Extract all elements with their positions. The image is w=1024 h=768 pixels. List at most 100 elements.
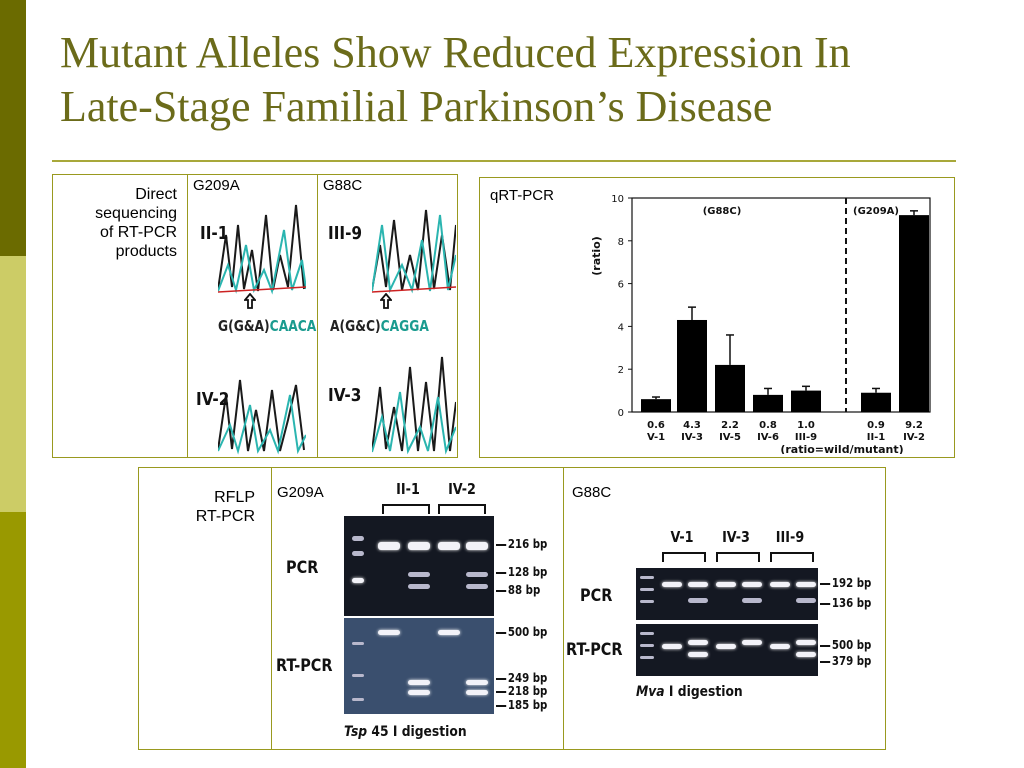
bp-marker: 192 bp <box>820 576 871 590</box>
chromatogram-top <box>218 195 306 295</box>
gel-band <box>352 674 364 677</box>
sequence-prefix: G(G&A) <box>218 317 270 335</box>
group-label-g88c: (G88C) <box>703 206 742 217</box>
gel-band <box>688 652 708 657</box>
sequencing-col-header: G209A <box>193 177 240 194</box>
bp-marker: 249 bp <box>496 671 547 685</box>
lane-header: IV-2 <box>448 480 476 498</box>
gel-band <box>352 642 364 645</box>
gel-band <box>796 582 816 587</box>
value-label: 4.3 <box>683 420 701 431</box>
gel-pcr <box>344 516 494 616</box>
gel-band <box>688 640 708 645</box>
y-tick-label: 2 <box>618 365 624 376</box>
lane-brace <box>716 552 760 562</box>
value-label: 9.2 <box>905 420 923 431</box>
gel-band <box>352 536 364 541</box>
enzyme-name: Tsp <box>344 724 368 740</box>
trace-label-top: II-1 <box>200 223 229 244</box>
category-label: V-1 <box>647 432 665 443</box>
gel-band <box>796 652 816 657</box>
category-label: IV-5 <box>719 432 741 443</box>
sequence-text: G(G&A)CAACA <box>218 317 316 335</box>
gel-row-label-pcr: PCR <box>286 558 319 578</box>
gel-band <box>438 630 460 635</box>
slide-title-line-2: Late-Stage Familial Parkinson’s Disease <box>60 82 773 131</box>
gel-band <box>742 598 762 603</box>
lane-header: III-9 <box>775 528 805 546</box>
gel-band <box>716 644 736 649</box>
sequencing-label-line: of RT-PCR <box>99 224 177 241</box>
gel-band <box>662 644 682 649</box>
gel-band <box>640 656 654 659</box>
digestion-caption: Tsp 45 I digestion <box>344 724 467 740</box>
lane-brace <box>770 552 814 562</box>
bar <box>715 364 745 412</box>
gel-row-label-rt-pcr: RT-PCR <box>566 640 623 660</box>
bp-marker: 379 bp <box>820 654 871 668</box>
group-label-g209a: (G209A) <box>853 206 899 217</box>
sequencing-label: Direct sequencing of RT-PCR products <box>47 185 177 261</box>
gel-band <box>640 588 654 591</box>
chromatogram-top <box>372 195 456 295</box>
gel-band <box>688 582 708 587</box>
up-arrow-icon <box>380 293 392 309</box>
bp-marker: 218 bp <box>496 684 547 698</box>
bp-marker: 128 bp <box>496 565 547 579</box>
gel-band <box>640 644 654 647</box>
gel-row-label-pcr: PCR <box>580 586 613 606</box>
gel-rt-pcr <box>636 624 818 676</box>
side-bar-bottom <box>0 512 26 768</box>
bp-marker: 500 bp <box>820 638 871 652</box>
gel-pcr <box>636 568 818 620</box>
category-label: IV-2 <box>903 432 925 443</box>
gel-band <box>796 598 816 603</box>
sequencing-col-header: G88C <box>323 177 363 194</box>
rflp-label-line: RFLP <box>214 489 255 506</box>
gel-band <box>742 640 762 645</box>
sequencing-label-line: sequencing <box>95 205 177 222</box>
slide-title: Mutant Alleles Show Reduced Expression I… <box>60 26 990 134</box>
bar <box>899 215 929 412</box>
bar <box>791 390 821 412</box>
qrt-pcr-panel: qRT-PCR 0 2 4 6 8 10 0.6 V-1 4.3 IV-3 2.2 IV-5 0.8 I… <box>479 177 955 458</box>
chromatogram-bottom <box>372 347 456 455</box>
lane-brace <box>382 504 430 514</box>
title-divider <box>52 160 956 162</box>
gel-rt-pcr <box>344 618 494 714</box>
category-label: III-9 <box>795 432 817 443</box>
gel-band <box>408 584 430 589</box>
trace-label-bottom: IV-2 <box>196 389 230 410</box>
rflp-label-line: RT-PCR <box>195 508 255 525</box>
slide-title-line-1: Mutant Alleles Show Reduced Expression I… <box>60 28 851 77</box>
category-label: II-1 <box>867 432 886 443</box>
gel-band <box>466 584 488 589</box>
lane-header: II-1 <box>396 480 420 498</box>
digestion-text: 45 I digestion <box>367 724 467 740</box>
bp-marker: 88 bp <box>496 583 540 597</box>
chart-footnote: (ratio=wild/mutant) <box>780 443 903 454</box>
bar <box>861 392 891 412</box>
value-label: 0.8 <box>759 420 777 431</box>
digestion-text: I digestion <box>664 684 743 700</box>
y-tick-label: 0 <box>618 408 624 419</box>
value-label: 2.2 <box>721 420 739 431</box>
side-bar-top <box>0 0 26 256</box>
category-label: IV-3 <box>681 432 703 443</box>
y-tick-label: 10 <box>611 194 624 205</box>
rflp-col-g209a: G209A II-1 IV-2 PCR RT-PCR <box>271 468 564 749</box>
gel-band <box>378 630 400 635</box>
y-tick-label: 4 <box>618 322 624 333</box>
bar <box>753 394 783 412</box>
gel-band <box>640 576 654 579</box>
enzyme-name: Mva <box>636 684 665 700</box>
lane-brace <box>662 552 706 562</box>
value-label: 0.6 <box>647 420 665 431</box>
sequencing-col-g209a: G209A II-1 G(G&A)CAACA IV-2 <box>187 175 318 457</box>
gel-band <box>466 572 488 577</box>
gel-band <box>466 680 488 685</box>
bp-marker: 136 bp <box>820 596 871 610</box>
gel-band <box>770 644 790 649</box>
